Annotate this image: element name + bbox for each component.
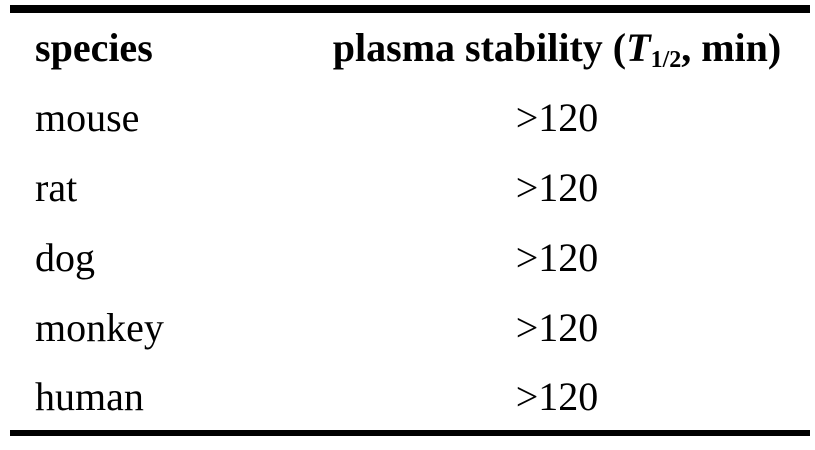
value-cell: >120 <box>515 235 599 280</box>
table-row-rat: rat >120 <box>10 153 810 223</box>
table-header-row: species plasma stability (T1/2, min) <box>10 9 810 83</box>
species-cell: monkey <box>35 305 164 350</box>
table-row-monkey: monkey >120 <box>10 293 810 363</box>
header-plasma-stability: plasma stability (T1/2, min) <box>304 9 810 83</box>
value-cell: >120 <box>515 95 599 140</box>
table-row-human: human >120 <box>10 363 810 433</box>
header-plasma-stability-prefix: plasma stability ( <box>332 25 627 70</box>
value-cell: >120 <box>515 373 599 419</box>
species-cell: human <box>35 373 144 419</box>
header-t-subscript: 1/2 <box>650 47 682 73</box>
table-row-mouse: mouse >120 <box>10 83 810 153</box>
species-cell: dog <box>35 235 95 280</box>
plasma-stability-table: species plasma stability (T1/2, min) mou… <box>10 5 810 436</box>
species-cell: rat <box>35 165 78 210</box>
value-cell: >120 <box>515 305 599 350</box>
header-species: species <box>35 25 153 70</box>
value-cell: >120 <box>515 165 599 210</box>
header-plasma-stability-suffix: , min) <box>681 25 782 70</box>
table-row-dog: dog >120 <box>10 223 810 293</box>
header-t-symbol: T <box>626 25 651 70</box>
species-cell: mouse <box>35 95 140 140</box>
